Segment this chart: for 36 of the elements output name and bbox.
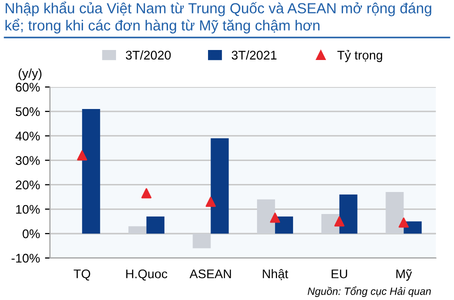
y-axis-title: (y/y) [18, 68, 42, 80]
point [334, 216, 344, 226]
x-tick-label: ASEAN [190, 269, 231, 278]
bar [82, 108, 100, 234]
point [141, 188, 152, 198]
point [206, 196, 216, 207]
bar [321, 214, 340, 234]
x-tick-label: TQ [74, 269, 90, 281]
bar [192, 234, 211, 248]
y-tick-label: 10% [16, 204, 40, 214]
x-tick-label: Nhật [262, 269, 288, 280]
y-tick-label: 50% [16, 107, 40, 116]
chart-title: Nhập khẩu của Việt Nam từ Trung Quốc và ASEAN mở rộng đáng kể; trong khi các đơn hàng từ Mỹ tăng chậm hơn [6, 2, 432, 34]
y-tick-label: -10% [12, 254, 40, 263]
bar [210, 138, 229, 234]
y-tick-label: 20% [16, 180, 40, 190]
x-tick-label: EU [332, 270, 348, 278]
point [77, 150, 88, 160]
text: Nguồn: Tổng cục Hải quan [308, 286, 431, 297]
legend-label: Tỷ trọng [337, 50, 382, 62]
x-tick-label: H.Quoc [126, 269, 168, 281]
bar [339, 194, 358, 234]
point [398, 217, 409, 228]
bar [275, 216, 294, 234]
legend-label: 3T/2020 [126, 50, 171, 60]
point [270, 212, 280, 223]
bar [257, 199, 276, 234]
bar [128, 226, 146, 234]
y-tick-label: 40% [15, 132, 40, 141]
y-tick-label: 0% [22, 229, 40, 238]
x-tick-label: Mỹ [396, 269, 412, 281]
legend-label: 3T/2021 [232, 50, 276, 60]
bar [386, 192, 404, 234]
bar [146, 216, 164, 234]
y-tick-label: 30% [16, 156, 40, 165]
y-tick-label: 60% [16, 82, 40, 92]
